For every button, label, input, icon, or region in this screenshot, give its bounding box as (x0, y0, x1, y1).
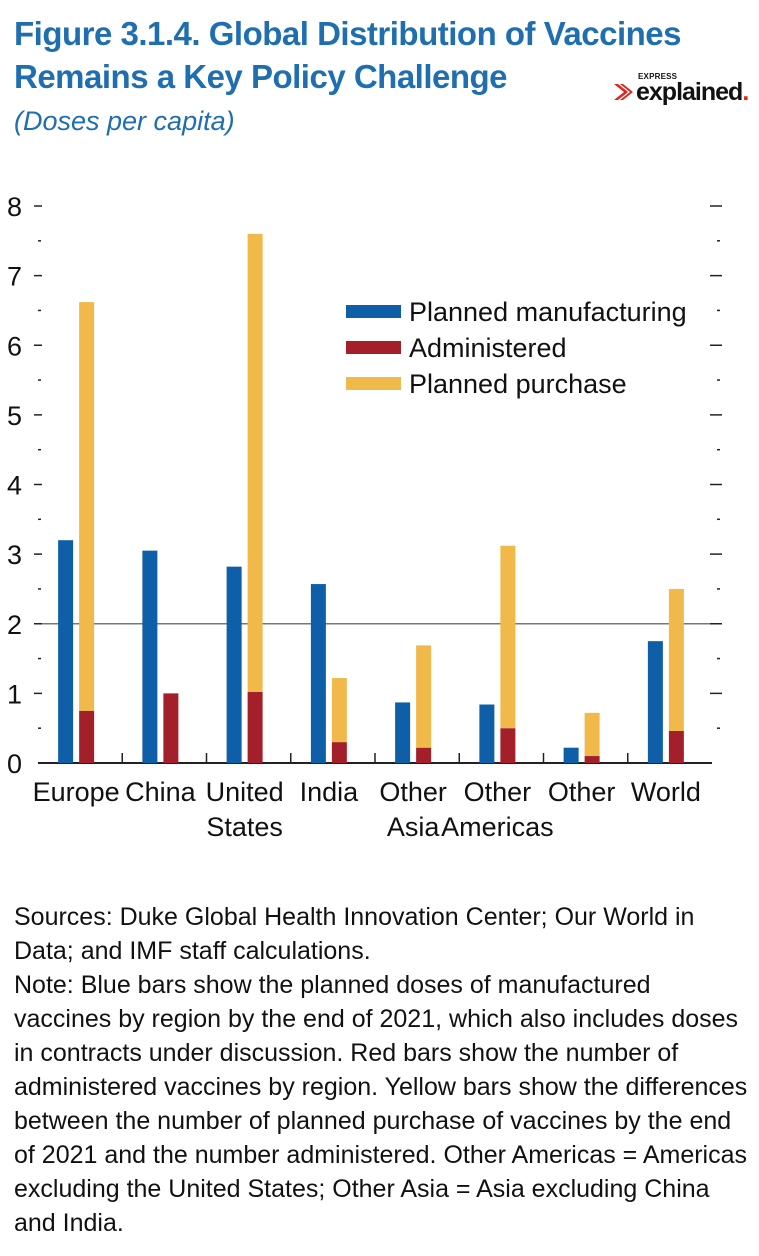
bar-administered (584, 756, 600, 763)
bar-planned-purchase (247, 233, 263, 692)
x-tick-label: Asia (387, 812, 441, 842)
bar-administered (79, 710, 95, 763)
y-tick-label: 6 (7, 331, 22, 361)
bar-administered (416, 747, 432, 763)
x-tick-label: Other (464, 777, 532, 807)
bar-administered (331, 742, 347, 763)
bar-planned-manufacturing (647, 641, 663, 763)
bar-planned-manufacturing (58, 540, 74, 763)
title-line-2: Remains a Key Policy Challenge (14, 58, 508, 95)
y-tick-label: 2 (7, 610, 22, 640)
bar-planned-manufacturing (226, 566, 242, 763)
y-tick-label: 1 (7, 679, 22, 709)
x-tick-label: World (631, 777, 701, 807)
bar-administered (500, 728, 516, 763)
x-tick-label: Other (548, 777, 616, 807)
x-tick-label: Other (379, 777, 447, 807)
bar-planned-purchase (331, 678, 347, 743)
bar-chart: 0 1 2 3 4 5 6 7 8 Europe China United States India Oth… (7, 192, 722, 842)
bar-planned-manufacturing (395, 702, 411, 763)
legend-label: Planned purchase (409, 369, 627, 399)
x-tick-label: Europe (33, 777, 120, 807)
legend-swatch (346, 305, 401, 318)
y-tick-label: 8 (7, 192, 22, 222)
x-tick-label: India (300, 777, 360, 807)
logo-text: explained. (636, 78, 749, 106)
y-tick-label: 4 (7, 471, 22, 501)
x-tick-label: States (206, 812, 283, 842)
note-text: Note: Blue bars show the planned doses o… (14, 971, 748, 1237)
express-explained-logo: EXPRESS explained. (612, 72, 752, 112)
legend-swatch (346, 377, 401, 390)
y-tick-label: 5 (7, 401, 22, 431)
bar-planned-purchase (668, 588, 684, 731)
legend-label: Planned manufacturing (409, 297, 687, 327)
x-tick-label: China (125, 777, 197, 807)
bar-administered (668, 730, 684, 763)
y-tick-label: 0 (7, 749, 22, 779)
bar-planned-manufacturing (479, 704, 495, 763)
x-tick-label: Americas (441, 812, 554, 842)
chart-title: Figure 3.1.4. Global Distribution of Vac… (14, 12, 682, 98)
bar-planned-purchase (500, 545, 516, 729)
y-tick-label: 7 (7, 262, 22, 292)
bar-planned-purchase (584, 712, 600, 757)
bar-planned-manufacturing (310, 584, 326, 763)
chart-notes: Sources: Duke Global Health Innovation C… (14, 900, 749, 1240)
logo-small-text: EXPRESS (638, 72, 678, 81)
legend-label: Administered (409, 333, 567, 363)
chevron-stripes-icon (614, 84, 633, 100)
sources-text: Sources: Duke Global Health Innovation C… (14, 903, 695, 965)
bar-planned-purchase (79, 302, 95, 711)
chart-subtitle: (Doses per capita) (14, 106, 235, 136)
x-tick-label: United (206, 777, 284, 807)
bar-planned-manufacturing (142, 550, 158, 763)
title-line-1: Figure 3.1.4. Global Distribution of Vac… (14, 15, 682, 52)
y-tick-label: 3 (7, 540, 22, 570)
legend-swatch (346, 341, 401, 354)
bar-administered (163, 693, 179, 763)
bar-planned-manufacturing (563, 747, 579, 763)
bar-administered (247, 691, 263, 763)
bar-planned-purchase (416, 645, 432, 748)
